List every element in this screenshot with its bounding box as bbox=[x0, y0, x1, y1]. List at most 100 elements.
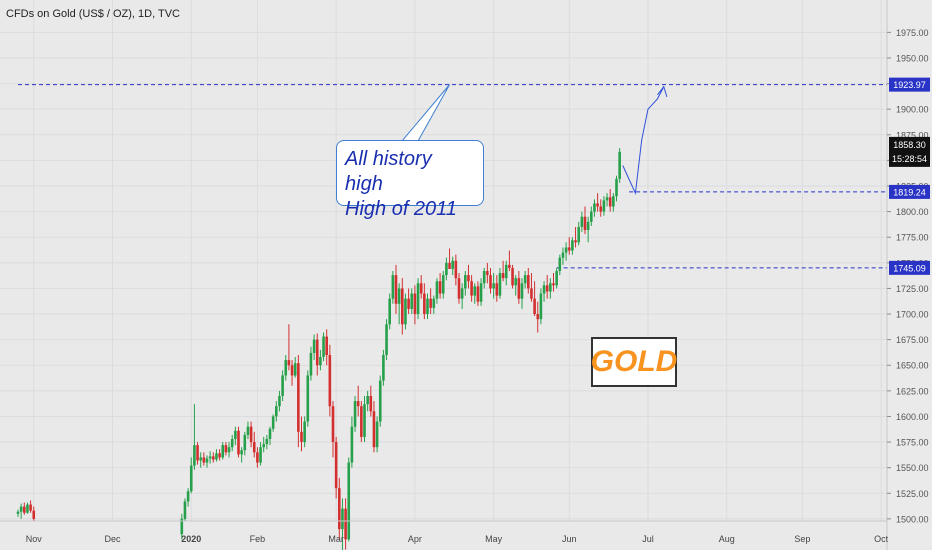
candle-body bbox=[208, 456, 212, 459]
x-tick-label: Jun bbox=[562, 534, 577, 544]
candle-body bbox=[599, 206, 603, 212]
candle-body bbox=[378, 380, 382, 422]
candle-body bbox=[460, 288, 464, 299]
candle-body bbox=[350, 426, 354, 463]
candle-body bbox=[596, 203, 599, 207]
candle-body bbox=[331, 406, 335, 443]
gold-badge: GOLD bbox=[591, 337, 677, 387]
candle-body bbox=[297, 363, 300, 432]
y-tick-label: 1625.00 bbox=[896, 386, 929, 396]
candle-body bbox=[341, 508, 344, 530]
candle-body bbox=[356, 401, 360, 407]
candle-body bbox=[293, 363, 297, 376]
candle-body bbox=[602, 200, 606, 212]
y-tick-label: 1500.00 bbox=[896, 514, 929, 524]
candle-body bbox=[605, 197, 609, 201]
candle-body bbox=[312, 339, 316, 353]
candles bbox=[16, 148, 621, 550]
callout-box: All history high High of 2011 bbox=[336, 140, 484, 220]
candle-body bbox=[467, 275, 470, 282]
candle-body bbox=[334, 442, 338, 489]
candle-body bbox=[303, 421, 306, 443]
candle-body bbox=[193, 445, 196, 466]
time-axis[interactable]: NovDec2020FebMarAprMayJunJulAugSepOctNov bbox=[26, 534, 932, 544]
candle-body bbox=[423, 293, 426, 315]
candle-body bbox=[196, 445, 199, 461]
candle-body bbox=[32, 510, 36, 519]
candle-body bbox=[300, 431, 303, 443]
candle-body bbox=[363, 404, 366, 437]
candle-body bbox=[29, 504, 32, 511]
candle-body bbox=[237, 430, 240, 455]
candle-body bbox=[426, 298, 429, 315]
candle-body bbox=[473, 286, 477, 296]
candle-body bbox=[268, 428, 272, 439]
candle-body bbox=[577, 226, 580, 243]
gold-badge-text: GOLD bbox=[590, 345, 678, 378]
x-tick-label: Nov bbox=[26, 534, 43, 544]
candle-body bbox=[199, 457, 202, 461]
candle-body bbox=[249, 426, 253, 443]
candle-body bbox=[429, 298, 432, 308]
candle-body bbox=[533, 298, 536, 315]
y-tick-label: 1700.00 bbox=[896, 310, 929, 320]
horizontal-levels[interactable] bbox=[18, 84, 887, 269]
candle-body bbox=[517, 278, 521, 299]
candle-body bbox=[435, 281, 439, 299]
candle-body bbox=[482, 271, 486, 284]
candle-body bbox=[256, 452, 259, 463]
candle-body bbox=[353, 401, 357, 427]
candle-body bbox=[454, 260, 458, 279]
candle-body bbox=[457, 278, 461, 299]
level-price-tag: 1819.24 bbox=[893, 187, 926, 197]
candle-body bbox=[26, 504, 29, 513]
candle-body bbox=[252, 442, 256, 453]
candle-body bbox=[542, 285, 546, 294]
candle-body bbox=[284, 360, 288, 376]
candle-body bbox=[498, 273, 502, 296]
candle-body bbox=[523, 275, 527, 284]
candle-body bbox=[385, 324, 388, 355]
chart-title: CFDs on Gold (US$ / OZ), 1D, TVC bbox=[6, 8, 181, 20]
y-tick-label: 1600.00 bbox=[896, 412, 929, 422]
candle-body bbox=[16, 511, 20, 514]
y-tick-label: 1975.00 bbox=[896, 28, 929, 38]
x-tick-label: Feb bbox=[250, 534, 266, 544]
candle-body bbox=[445, 262, 448, 276]
candle-body bbox=[489, 275, 492, 289]
candle-body bbox=[372, 411, 376, 448]
candle-body bbox=[536, 314, 540, 320]
candle-body bbox=[369, 395, 373, 412]
candle-body bbox=[246, 426, 250, 435]
candle-body bbox=[448, 262, 451, 269]
candle-body bbox=[215, 453, 218, 460]
candle-body bbox=[382, 355, 385, 381]
candle-body bbox=[180, 518, 184, 535]
candle-body bbox=[593, 203, 596, 212]
x-tick-label: 2020 bbox=[181, 534, 201, 544]
candle-body bbox=[410, 293, 414, 309]
candle-body bbox=[504, 264, 508, 279]
candle-body bbox=[432, 298, 436, 308]
candle-body bbox=[221, 445, 225, 458]
candle-body bbox=[262, 444, 265, 448]
candle-body bbox=[539, 293, 543, 320]
candle-body bbox=[486, 271, 489, 276]
x-tick-label: Apr bbox=[408, 534, 422, 544]
candle-body bbox=[275, 406, 278, 417]
candle-body bbox=[441, 275, 445, 294]
candle-body bbox=[397, 288, 401, 304]
last-price-label: 1858.30 bbox=[893, 140, 926, 150]
candle-body bbox=[189, 465, 193, 492]
candle-body bbox=[558, 257, 562, 272]
candle-body bbox=[438, 281, 442, 294]
callout-line-1: All history high bbox=[345, 148, 432, 195]
x-tick-label: Jul bbox=[642, 534, 654, 544]
price-axis-background bbox=[887, 0, 932, 550]
forecast-arrowhead bbox=[657, 85, 668, 98]
candle-body bbox=[322, 336, 325, 358]
candle-body bbox=[514, 278, 517, 286]
candle-body bbox=[224, 445, 228, 453]
candle-body bbox=[366, 395, 369, 405]
